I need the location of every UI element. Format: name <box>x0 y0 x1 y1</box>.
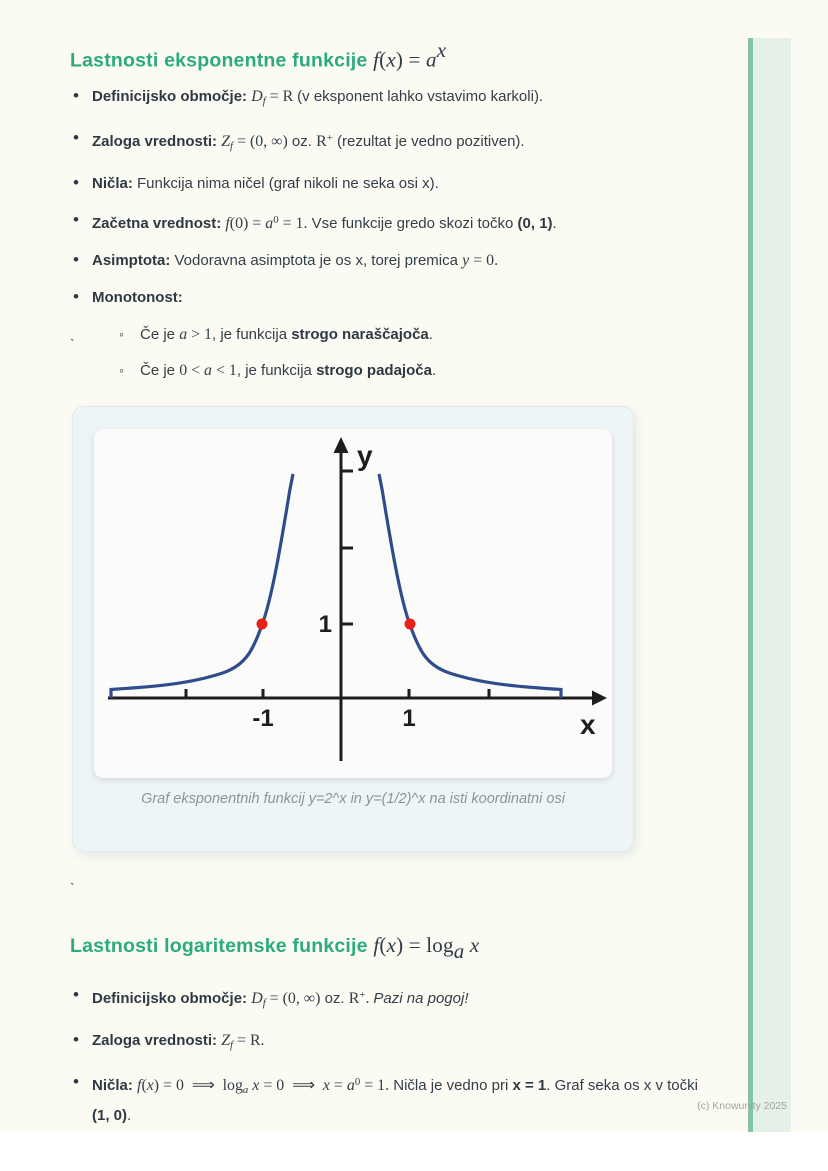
item-text: Če je 0 < a < 1, je funkcija strogo pada… <box>140 361 437 379</box>
item-text: Monotonost: <box>92 288 183 306</box>
content-area: Lastnosti eksponentne funkcije f(x) = ax… <box>0 0 828 1132</box>
property-item-monotonost: Monotonost: Če je a > 1, je funkcija str… <box>70 284 710 383</box>
item-text: Ničla: f(x) = 0 ⟹ loga x = 0 ⟹ x = a0 = … <box>92 1075 698 1124</box>
section-heading-logarithmic: Lastnosti logaritemske funkcije f(x) = l… <box>70 933 480 963</box>
x-axis-arrow-icon <box>592 690 607 706</box>
stray-backtick: ` <box>70 336 75 352</box>
item-text: Ničla: Funkcija nima ničel (graf nikoli … <box>92 174 439 192</box>
property-item-zaloga: Zaloga vrednosti: Zf = (0, ∞) oz. R+ (re… <box>70 125 710 159</box>
item-text: Začetna vrednost: f(0) = a0 = 1. Vse fun… <box>92 213 557 232</box>
logarithmic-properties-list: Definicijsko območje: Df = (0, ∞) oz. R+… <box>70 982 710 1140</box>
copyright-watermark: (c) Knowunity 2025 <box>697 1100 787 1112</box>
marked-point-left <box>256 618 268 630</box>
green-sidebar-strip <box>748 38 753 1132</box>
property-item-zaloga: Zaloga vrednosti: Zf = R. <box>70 1027 710 1058</box>
x-tick-label-1: 1 <box>402 705 415 732</box>
y-axis-label: y <box>357 440 373 471</box>
curve-two-power-x <box>377 473 563 698</box>
section-heading-exponential: Lastnosti eksponentne funkcije f(x) = ax <box>70 38 447 72</box>
monotonost-sublist: Če je a > 1, je funkcija strogo naraščaj… <box>118 322 710 383</box>
property-item-definicijsko: Definicijsko območje: Df = (0, ∞) oz. R+… <box>70 982 710 1016</box>
figure-card: y x 1 -1 1 Graf eksponentnih funkcij y=2… <box>72 406 634 852</box>
figure-caption: Graf eksponentnih funkcij y=2^x in y=(1/… <box>141 791 565 807</box>
curve-half-power-x <box>109 473 295 698</box>
property-item-nicla: Ničla: Funkcija nima ničel (graf nikoli … <box>70 170 710 196</box>
exponential-functions-graph: y x 1 -1 1 <box>108 437 607 761</box>
stray-backtick: ` <box>70 880 75 896</box>
y-axis <box>333 437 353 761</box>
item-text: Definicijsko območje: Df = R (v eksponen… <box>92 88 544 108</box>
property-item-asimptota: Asimptota: Vodoravna asimptota je os x, … <box>70 247 710 273</box>
property-item-nicla: Ničla: f(x) = 0 ⟹ loga x = 0 ⟹ x = a0 = … <box>70 1069 710 1128</box>
item-text: Če je a > 1, je funkcija strogo naraščaj… <box>140 325 433 343</box>
item-text: Asimptota: Vodoravna asimptota je os x, … <box>92 251 499 269</box>
subproperty-item: Če je a > 1, je funkcija strogo naraščaj… <box>118 322 710 347</box>
x-tick-label-minus1: -1 <box>252 705 273 732</box>
item-text: Zaloga vrednosti: Zf = (0, ∞) oz. R+ (re… <box>92 132 525 152</box>
green-sidebar <box>748 38 791 1132</box>
y-axis-arrow-icon <box>333 437 349 453</box>
item-text: Definicijsko območje: Df = (0, ∞) oz. R+… <box>92 989 469 1009</box>
marked-point-right <box>404 618 416 630</box>
exponential-properties-list: Definicijsko območje: Df = R (v eksponen… <box>70 83 710 395</box>
subproperty-item: Če je 0 < a < 1, je funkcija strogo pada… <box>118 358 710 383</box>
x-axis <box>108 689 607 706</box>
item-text: Zaloga vrednosti: Zf = R. <box>92 1031 265 1051</box>
x-axis-label: x <box>580 709 596 740</box>
property-item-zacetna: Začetna vrednost: f(0) = a0 = 1. Vse fun… <box>70 207 710 236</box>
y-tick-label-1: 1 <box>319 611 332 638</box>
property-item-definicijsko: Definicijsko območje: Df = R (v eksponen… <box>70 83 710 114</box>
graph-canvas: y x 1 -1 1 <box>94 429 612 778</box>
